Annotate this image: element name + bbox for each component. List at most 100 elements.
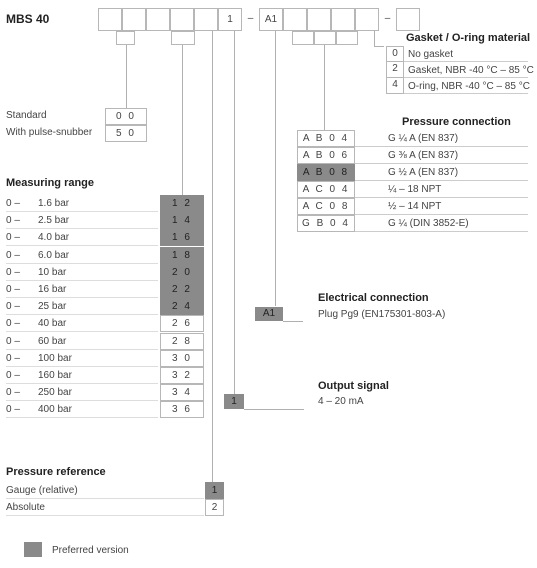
range-from: 0 – (6, 284, 20, 295)
range-from: 0 – (6, 215, 20, 227)
pressure-connection-code: A B 0 4 (297, 130, 355, 147)
pressure-connection-code: A C 0 4 (297, 181, 355, 198)
range-divider (6, 211, 158, 212)
range-to: 40 bar (38, 318, 67, 330)
pressure-reference-divider (6, 515, 204, 516)
range-to: 250 bar (38, 387, 72, 399)
pressure-connection-label: G ½ A (EN 837) (388, 167, 459, 178)
code-box-7: A1 (259, 8, 283, 31)
gasket-code: 2 (386, 62, 404, 78)
pressure-connection-divider (355, 214, 528, 215)
range-code: 2 8 (160, 332, 204, 350)
pressure-connection-label: ½ – 14 NPT (388, 201, 442, 212)
range-code: 2 2 (160, 281, 204, 298)
range-to: 6.0 bar (38, 249, 70, 261)
code-box-6: – (242, 8, 259, 31)
code-box-9 (307, 8, 331, 31)
gasket-heading: Gasket / O-ring material (406, 32, 531, 44)
range-code: 2 0 (160, 263, 204, 281)
pressure-connection-divider (355, 231, 528, 232)
range-to: 100 bar (38, 352, 72, 364)
code-box-2 (146, 8, 170, 31)
range-code: 3 4 (160, 384, 204, 402)
connection-code-slot-1 (292, 31, 314, 45)
snubber-code-slot (116, 31, 135, 45)
range-divider (6, 279, 158, 281)
code-box-11 (355, 8, 379, 31)
range-to: 1.6 bar (38, 198, 70, 209)
range-to: 2.5 bar (38, 215, 70, 227)
pressure-connection-label: G ⅜ A (EN 837) (388, 150, 459, 161)
page-title: MBS 40 (6, 12, 50, 26)
legend-label: Preferred version (52, 545, 129, 556)
range-from: 0 – (6, 370, 20, 381)
range-from: 0 – (6, 318, 20, 330)
output-signal-heading: Output signal (318, 380, 389, 392)
code-box-5: 1 (218, 8, 242, 31)
pressure-connection-code: A C 0 8 (297, 198, 355, 215)
range-code: 3 0 (160, 349, 204, 367)
range-from: 0 – (6, 335, 20, 347)
pressure-connection-label: G ¼ (DIN 3852-E) (388, 218, 469, 229)
electrical-connection-label: Plug Pg9 (EN175301-803-A) (318, 309, 446, 320)
gasket-row-divider (404, 93, 528, 94)
range-from: 0 – (6, 387, 20, 399)
preferred-swatch (24, 542, 42, 557)
range-divider (6, 400, 158, 402)
pressure-connection-label: G ¼ A (EN 837) (388, 133, 459, 144)
code-box-10 (331, 8, 355, 31)
range-code-slot (171, 31, 195, 45)
output-signal-code: 1 (224, 394, 244, 409)
pressure-connection-code: G B 0 4 (297, 215, 355, 232)
range-to: 400 bar (38, 404, 72, 416)
pressure-connection-divider (355, 163, 528, 164)
code-box-1 (122, 8, 146, 31)
range-divider (6, 245, 158, 247)
pressure-reference-divider (6, 498, 204, 499)
snubber-label: Standard (6, 110, 47, 121)
range-to: 25 bar (38, 301, 67, 313)
range-divider (6, 228, 158, 230)
range-from: 0 – (6, 266, 20, 278)
measuring-range-heading: Measuring range (6, 177, 95, 189)
range-divider (6, 314, 158, 316)
range-code: 2 4 (160, 298, 204, 316)
pressure-reference-heading: Pressure reference (6, 466, 106, 478)
code-box-13 (396, 8, 420, 31)
electrical-connection-heading: Electrical connection (318, 292, 429, 304)
range-code: 2 6 (160, 315, 204, 333)
pressure-connection-code: A B 0 6 (297, 147, 355, 164)
pressure-reference-label: Gauge (relative) (6, 485, 78, 496)
range-divider (6, 331, 158, 333)
range-code: 1 4 (160, 212, 204, 230)
range-to: 160 bar (38, 370, 72, 381)
range-from: 0 – (6, 352, 20, 364)
range-from: 0 – (6, 301, 20, 313)
range-divider (6, 348, 158, 350)
snubber-label: With pulse-snubber (6, 127, 93, 138)
code-box-4 (194, 8, 218, 31)
range-to: 60 bar (38, 335, 67, 347)
code-box-12: – (379, 8, 396, 31)
range-from: 0 – (6, 249, 20, 261)
pressure-connection-divider (355, 146, 528, 147)
range-to: 10 bar (38, 266, 67, 278)
pressure-reference-label: Absolute (6, 502, 45, 513)
gasket-label: O-ring, NBR -40 °C – 85 °C (408, 81, 530, 92)
pressure-connection-code: A B 0 8 (297, 164, 355, 181)
connection-code-slot-3 (336, 31, 358, 45)
code-box-0 (98, 8, 122, 31)
pressure-reference-code: 1 (205, 482, 224, 499)
range-divider (6, 297, 158, 298)
gasket-code: 0 (386, 46, 404, 62)
range-to: 4.0 bar (38, 232, 70, 244)
snubber-code: 5 0 (105, 125, 147, 142)
pressure-connection-divider (355, 197, 528, 198)
range-divider (6, 262, 158, 264)
gasket-row-divider (404, 61, 528, 62)
range-from: 0 – (6, 404, 20, 416)
range-from: 0 – (6, 198, 20, 209)
range-code: 1 6 (160, 229, 204, 247)
output-signal-label: 4 – 20 mA (318, 396, 364, 407)
pressure-connection-divider (355, 180, 528, 181)
